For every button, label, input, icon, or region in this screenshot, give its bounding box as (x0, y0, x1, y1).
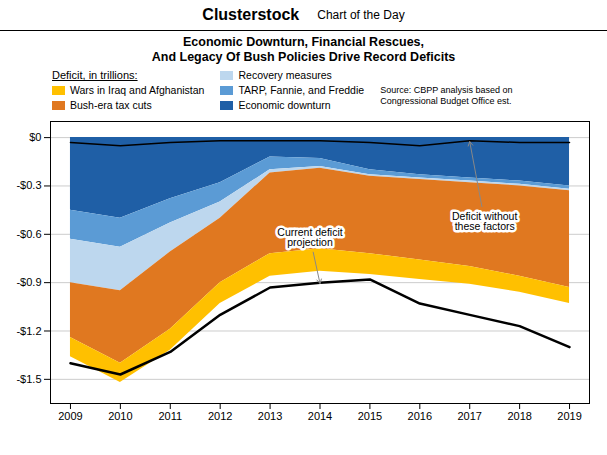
svg-text:2016: 2016 (408, 410, 432, 422)
svg-text:2011: 2011 (158, 410, 182, 422)
svg-text:Deficit withoutthese factors: Deficit withoutthese factors (452, 210, 517, 233)
svg-text:2010: 2010 (108, 410, 132, 422)
svg-text:-$0.6: -$0.6 (16, 228, 41, 240)
svg-text:-$0.9: -$0.9 (16, 276, 41, 288)
html-text:Chart of the Day: Chart of the Day (317, 8, 405, 22)
svg-text:-$1.2: -$1.2 (16, 325, 41, 337)
svg-text:Current deficitprojection: Current deficitprojection (277, 226, 342, 249)
html-text:Deficit, in trillions:: Deficit, in trillions: (52, 69, 138, 81)
svg-text:2009: 2009 (58, 410, 82, 422)
svg-text:2012: 2012 (208, 410, 232, 422)
svg-text:$0: $0 (29, 131, 41, 143)
html-text:Economic downturn: Economic downturn (238, 99, 331, 111)
svg-text:-$1.5: -$1.5 (16, 373, 41, 385)
html-text:Recovery measures: Recovery measures (238, 69, 332, 81)
html-text:Wars in Iraq and Afghanistan: Wars in Iraq and Afghanistan (70, 84, 205, 96)
svg-text:-$0.3: -$0.3 (16, 179, 41, 191)
svg-text:2017: 2017 (457, 410, 481, 422)
html-text:Clusterstock: Clusterstock (202, 6, 300, 23)
html-text:Source: CBPP analysis based on: Source: CBPP analysis based on Congressi… (380, 85, 513, 106)
svg-text:2019: 2019 (557, 410, 581, 422)
svg-text:2018: 2018 (507, 410, 531, 422)
svg-text:2013: 2013 (258, 410, 282, 422)
html-text:Bush-era tax cuts: Bush-era tax cuts (70, 99, 152, 111)
svg-text:2014: 2014 (308, 410, 332, 422)
html-text:TARP, Fannie, and Freddie: TARP, Fannie, and Freddie (238, 84, 365, 96)
html-text:Economic Downturn, Financial R: Economic Downturn, Financial Rescues, An… (151, 35, 456, 64)
svg-text:2015: 2015 (358, 410, 382, 422)
